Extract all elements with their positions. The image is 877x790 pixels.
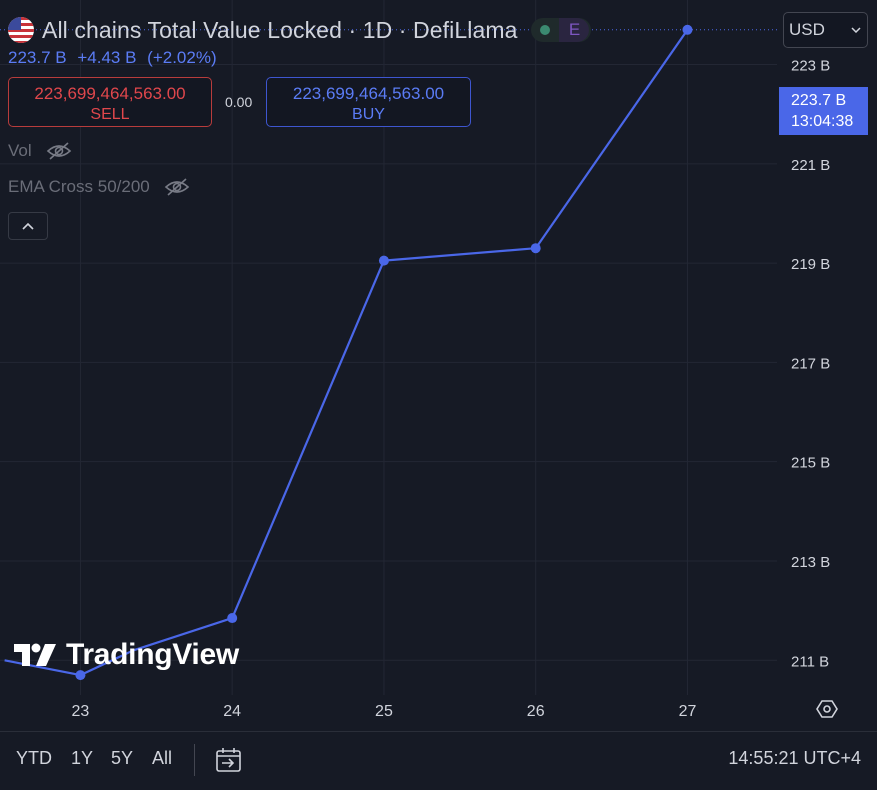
y-tick-label: 217 B [791,355,830,372]
scale-settings-button[interactable] [816,698,838,720]
y-tick-label: 211 B [791,653,829,670]
collapse-legend-button[interactable] [8,212,48,240]
range-5y-button[interactable]: 5Y [111,748,134,768]
tradingview-logo-icon [14,643,56,666]
price-change: +4.43 B [77,48,137,67]
x-tick-label: 27 [679,703,697,720]
x-tick-label: 25 [375,703,393,720]
price-tag-time: 13:04:38 [791,113,854,130]
indicator-vol-label: Vol [8,141,32,160]
sell-price: 223,699,464,563.00 [34,84,186,103]
calendar-goto-icon [216,748,241,772]
settings-hexagon-icon [816,700,838,718]
buy-price: 223,699,464,563.00 [292,84,445,103]
price-tag-value: 223.7 B [791,92,847,109]
data-point[interactable] [75,670,86,681]
data-point[interactable] [682,24,693,35]
data-point[interactable] [227,613,238,624]
data-point[interactable] [530,243,541,254]
price-summary: 223.7 B +4.43 B (+2.02%) [8,48,223,68]
chart-title: All chains Total Value Locked · 1D · Def… [42,16,518,43]
chevron-down-icon [851,27,861,33]
market-status-pill[interactable]: E [531,18,592,42]
x-tick-label: 23 [72,703,90,720]
buy-label: BUY [352,106,385,123]
last-price-tag: 223.7 B 13:04:38 [779,87,868,135]
toolbar-divider [194,744,195,776]
eye-hidden-icon[interactable] [46,141,72,161]
clock-timezone[interactable]: 14:55:21 UTC+4 [728,748,861,768]
currency-value: USD [789,20,825,39]
x-tick-label: 24 [223,703,241,720]
us-flag-icon [8,17,34,43]
go-to-date-button[interactable] [214,745,244,780]
eye-hidden-icon[interactable] [164,177,190,197]
indicator-ema-cross[interactable]: EMA Cross 50/200 [8,177,190,197]
chevron-up-icon [22,222,34,230]
y-tick-label: 215 B [791,455,830,472]
tradingview-logo-text: TradingView [66,638,239,671]
y-tick-label: 219 B [791,256,830,273]
spread-value: 0.00 [225,94,253,110]
data-point[interactable] [378,255,389,266]
y-tick-label: 221 B [791,157,830,174]
sell-button[interactable]: 223,699,464,563.00 SELL [8,77,212,127]
price-change-percent: (+2.02%) [147,48,217,67]
range-1y-button[interactable]: 1Y [71,748,94,768]
last-price: 223.7 B [8,48,67,67]
tradingview-logo[interactable]: TradingView [12,638,239,672]
sell-label: SELL [90,106,130,123]
bottom-toolbar: YTD 1Y 5Y All 14:55:21 UTC+4 [0,731,877,790]
range-all-button[interactable]: All [152,748,173,768]
x-tick-label: 26 [527,703,545,720]
market-open-dot-icon [540,25,551,35]
indicator-ema-label: EMA Cross 50/200 [8,177,150,196]
y-tick-label: 213 B [791,554,830,571]
y-tick-label: 223 B [791,58,830,75]
range-ytd-button[interactable]: YTD [16,748,52,768]
status-letter-badge: E [559,18,590,42]
buy-button[interactable]: 223,699,464,563.00 BUY [266,77,471,127]
indicator-vol[interactable]: Vol [8,141,72,161]
chart-header: All chains Total Value Locked · 1D · Def… [8,14,592,46]
currency-select[interactable]: USD [783,12,868,48]
